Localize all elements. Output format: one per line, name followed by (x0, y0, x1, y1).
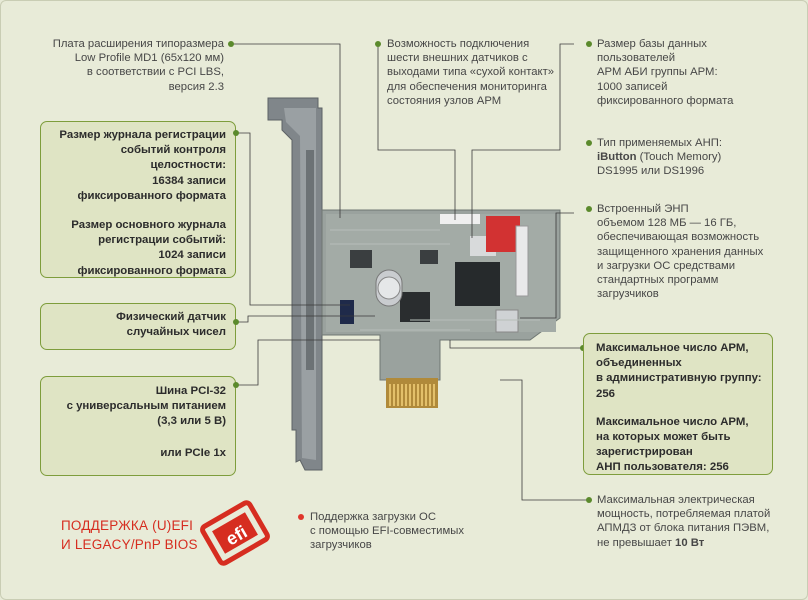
note-efi-boot: Поддержка загрузки ОС с помощью EFI-совм… (310, 511, 465, 552)
box-bus: Шина PCI-32 с универсальным питанием (3,… (40, 376, 236, 476)
note-enp: Встроенный ЭНП объемом 128 МБ — 16 ГБ, о… (597, 203, 764, 301)
note-power: Максимальная электрическая мощность, пот… (597, 494, 771, 549)
efi-logo-icon: efi (200, 500, 270, 566)
note-user-db: Размер базы данных пользователей АРМ АБИ… (597, 38, 734, 107)
bullet-dot (228, 41, 234, 47)
bullet-dot (586, 206, 592, 212)
bullet-dot (233, 130, 239, 136)
feature-efi-title: ПОДДЕРЖКА (U)EFI И LEGACY/PnP BIOS (61, 518, 198, 552)
bullet-dot (586, 497, 592, 503)
bullet-dot (375, 41, 381, 47)
bullet-dot (233, 319, 239, 325)
bullet-dot (233, 382, 239, 388)
bullet-dot (586, 41, 592, 47)
pcb-board (321, 209, 561, 408)
box-journal: Размер журнала регистрации событий контр… (40, 121, 236, 278)
leader-lines (231, 43, 589, 501)
box-arm: Максимальное число АРМ, объединенных в а… (583, 333, 773, 475)
bullet-dot (298, 514, 304, 520)
metal-bracket (267, 97, 323, 471)
note-board-size: Плата расширения типоразмера Low Profile… (52, 38, 224, 93)
note-anp-type: Тип применяемых АНП: iButton (Touch Memo… (597, 137, 722, 178)
bullet-dot (586, 140, 592, 146)
note-sensors: Возможность подключения шести внешних да… (387, 38, 555, 107)
box-rng: Физический датчик случайных чисел (40, 303, 236, 350)
